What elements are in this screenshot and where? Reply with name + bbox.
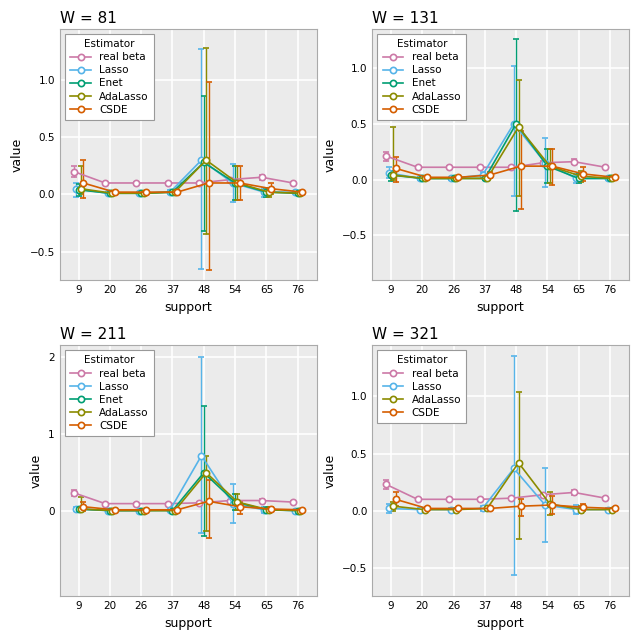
Legend: real beta, Lasso, AdaLasso, CSDE: real beta, Lasso, AdaLasso, CSDE	[378, 350, 467, 423]
X-axis label: support: support	[164, 301, 212, 313]
Text: W = 81: W = 81	[60, 11, 116, 26]
Text: W = 131: W = 131	[372, 11, 439, 26]
Legend: real beta, Lasso, Enet, AdaLasso, CSDE: real beta, Lasso, Enet, AdaLasso, CSDE	[65, 34, 154, 120]
X-axis label: support: support	[477, 617, 524, 630]
Legend: real beta, Lasso, Enet, AdaLasso, CSDE: real beta, Lasso, Enet, AdaLasso, CSDE	[378, 34, 467, 120]
Text: W = 211: W = 211	[60, 328, 126, 342]
X-axis label: support: support	[477, 301, 524, 313]
Y-axis label: value: value	[323, 454, 337, 488]
Y-axis label: value: value	[11, 137, 24, 172]
Y-axis label: value: value	[29, 454, 43, 488]
Y-axis label: value: value	[323, 137, 337, 172]
X-axis label: support: support	[164, 617, 212, 630]
Text: W = 321: W = 321	[372, 328, 439, 342]
Legend: real beta, Lasso, Enet, AdaLasso, CSDE: real beta, Lasso, Enet, AdaLasso, CSDE	[65, 350, 154, 437]
